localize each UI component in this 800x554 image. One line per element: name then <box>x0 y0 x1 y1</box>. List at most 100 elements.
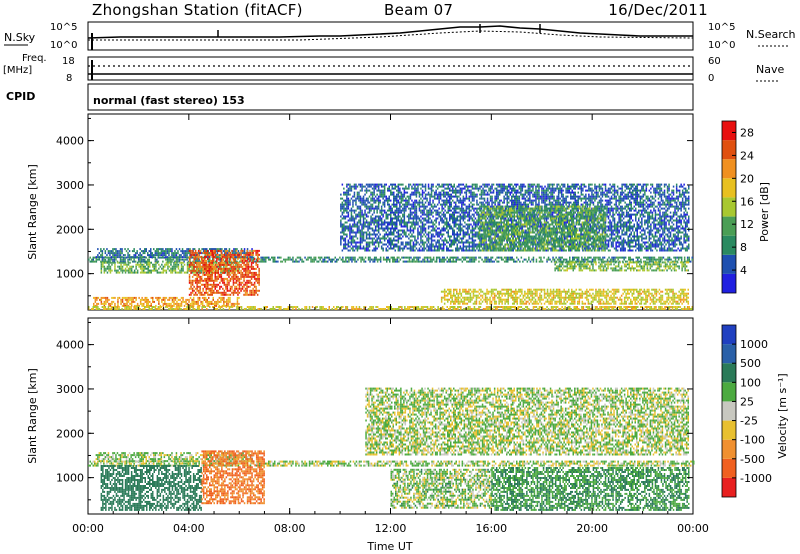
heatmap-cell <box>300 257 302 259</box>
heatmap-cell <box>651 257 653 259</box>
heatmap-cell <box>101 268 103 270</box>
heatmap-cell <box>382 196 384 198</box>
heatmap-cell <box>274 261 276 263</box>
heatmap-cell <box>294 306 296 308</box>
heatmap-cell <box>384 224 386 226</box>
heatmap-cell <box>414 226 416 228</box>
heatmap-cell <box>444 192 446 194</box>
heatmap-cell <box>246 268 248 270</box>
heatmap-cell <box>379 184 381 186</box>
heatmap-cell <box>407 236 409 238</box>
heatmap-cell <box>237 292 239 294</box>
heatmap-cell <box>443 242 445 244</box>
heatmap-cell <box>435 220 437 222</box>
heatmap-cell <box>243 278 245 280</box>
heatmap-cell <box>182 248 184 250</box>
heatmap-cell <box>377 261 379 263</box>
heatmap-cell <box>402 232 404 234</box>
heatmap-cell <box>428 248 430 250</box>
heatmap-cell <box>349 190 351 192</box>
heatmap-cell <box>376 198 378 200</box>
heatmap-cell <box>228 299 230 301</box>
heatmap-cell <box>307 259 309 261</box>
heatmap-cell <box>364 206 366 208</box>
heatmap-cell <box>383 257 385 259</box>
heatmap-cell <box>463 242 465 244</box>
heatmap-cell <box>467 212 469 214</box>
heatmap-cell <box>466 261 468 263</box>
heatmap-cell <box>417 238 419 240</box>
heatmap-cell <box>288 308 290 310</box>
heatmap-cell <box>251 256 253 258</box>
heatmap-cell <box>349 228 351 230</box>
heatmap-cell <box>386 200 388 202</box>
heatmap-cell <box>648 259 650 261</box>
heatmap-cell <box>428 226 430 228</box>
heatmap-cell <box>227 274 229 276</box>
heatmap-cell <box>154 264 156 266</box>
heatmap-cell <box>227 264 229 266</box>
heatmap-cell <box>398 240 400 242</box>
heatmap-cell <box>367 246 369 248</box>
heatmap-cell <box>438 196 440 198</box>
heatmap-cell <box>158 297 160 299</box>
heatmap-cell <box>127 248 129 250</box>
heatmap-cell <box>105 303 107 305</box>
heatmap-cell <box>258 274 260 276</box>
heatmap-cell <box>422 190 424 192</box>
heatmap-cell <box>401 202 403 204</box>
heatmap-cell <box>348 190 350 192</box>
heatmap-cell <box>205 301 207 303</box>
heatmap-cell <box>408 188 410 190</box>
heatmap-cell <box>222 299 224 301</box>
heatmap-cell <box>146 306 148 308</box>
heatmap-cell <box>416 188 418 190</box>
heatmap-cell <box>448 224 450 226</box>
heatmap-cell <box>94 257 96 259</box>
heatmap-cell <box>114 264 116 266</box>
heatmap-cell <box>363 216 365 218</box>
heatmap-cell <box>564 259 566 261</box>
heatmap-cell <box>438 194 440 196</box>
heatmap-cell <box>381 242 383 244</box>
heatmap-cell <box>405 200 407 202</box>
heatmap-cell <box>432 244 434 246</box>
heatmap-cell <box>215 264 217 266</box>
heatmap-cell <box>378 230 380 232</box>
heatmap-cell <box>349 188 351 190</box>
heatmap-cell <box>177 252 179 254</box>
heatmap-cell <box>212 266 214 268</box>
heatmap-cell <box>177 306 179 308</box>
heatmap-cell <box>467 226 469 228</box>
heatmap-cell <box>227 290 229 292</box>
heatmap-cell <box>402 214 404 216</box>
heatmap-cell <box>461 192 463 194</box>
heatmap-cell <box>437 257 439 259</box>
heatmap-cell <box>428 236 430 238</box>
heatmap-cell <box>200 303 202 305</box>
heatmap-cell <box>187 299 189 301</box>
heatmap-cell <box>228 297 230 299</box>
heatmap-cell <box>462 257 464 259</box>
heatmap-cell <box>475 208 477 210</box>
heatmap-cell <box>118 308 120 310</box>
heatmap-cell <box>458 212 460 214</box>
heatmap-cell <box>425 190 427 192</box>
heatmap-cell <box>407 226 409 228</box>
heatmap-cell <box>407 196 409 198</box>
heatmap-cell <box>228 294 230 296</box>
heatmap-cell <box>396 240 398 242</box>
heatmap-cell <box>213 284 215 286</box>
heatmap-cell <box>249 254 251 256</box>
heatmap-cell <box>230 274 232 276</box>
heatmap-cell <box>410 257 412 259</box>
heatmap-cell <box>193 274 195 276</box>
heatmap-cell <box>405 226 407 228</box>
heatmap-cell <box>345 204 347 206</box>
heatmap-cell <box>148 301 150 303</box>
heatmap-cell <box>224 292 226 294</box>
heatmap-cell <box>472 194 474 196</box>
heatmap-cell <box>463 308 465 310</box>
heatmap-cell <box>426 210 428 212</box>
heatmap-cell <box>125 262 127 264</box>
